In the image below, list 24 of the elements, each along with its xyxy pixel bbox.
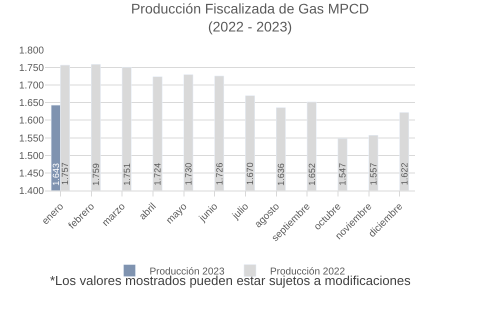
data-label: 1.636 <box>276 163 286 186</box>
chart-title: Producción Fiscalizada de Gas MPCD (2022 - 2023) <box>130 0 370 35</box>
y-tick-label: 1.500 <box>18 150 44 162</box>
y-tick-label: 1.400 <box>18 186 44 197</box>
data-label: 1.670 <box>245 162 256 185</box>
data-label: 1.547 <box>338 162 348 186</box>
data-label: 1.751 <box>122 163 132 186</box>
data-label: 1.759 <box>90 163 101 186</box>
data-label: 1.757 <box>60 162 70 185</box>
data-label: 1.726 <box>214 162 224 186</box>
y-tick-label: 1.700 <box>18 80 44 92</box>
data-label: 1.652 <box>306 163 317 186</box>
data-label: 1.730 <box>183 162 194 186</box>
y-tick-label: 1.800 <box>18 46 44 56</box>
data-label: 1.557 <box>368 162 378 186</box>
data-label: 1.724 <box>152 162 163 186</box>
y-tick-label: 1.600 <box>18 116 44 127</box>
x-tick-label: julio <box>230 200 252 222</box>
data-label: 1.622 <box>399 162 410 186</box>
data-label: 1.643 <box>50 163 61 186</box>
y-tick-label: 1.550 <box>18 133 44 144</box>
y-tick-label: 1.450 <box>18 168 44 180</box>
y-tick-label: 1.650 <box>18 98 44 110</box>
y-tick-label: 1.750 <box>18 63 44 74</box>
